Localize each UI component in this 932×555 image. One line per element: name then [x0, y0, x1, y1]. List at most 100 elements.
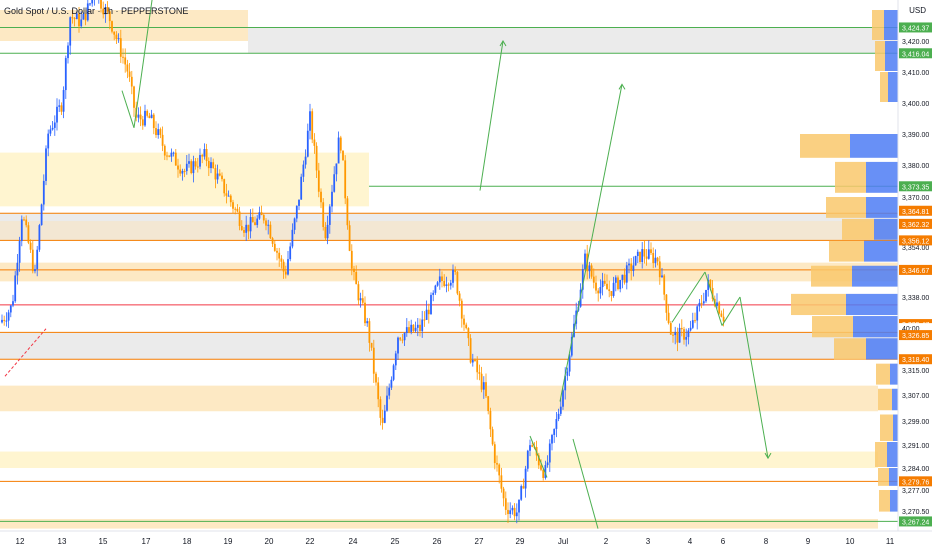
candle-body-171 — [377, 382, 379, 399]
zone-7 — [0, 332, 898, 359]
candle-body-220 — [485, 382, 487, 396]
candle-body-175 — [386, 396, 388, 411]
candle-body-136 — [300, 177, 302, 200]
trend-line-2 — [122, 91, 134, 128]
candle-body-271 — [597, 291, 599, 294]
candle-body-115 — [254, 222, 256, 225]
candle-body-229 — [505, 498, 507, 510]
candle-body-13 — [30, 243, 32, 250]
candle-body-56 — [124, 57, 126, 64]
candle-body-193 — [426, 310, 428, 320]
candle-body-290 — [639, 252, 641, 262]
candle-body-129 — [285, 272, 287, 275]
candle-body-180 — [397, 338, 399, 354]
candle-body-54 — [120, 38, 122, 57]
candle-body-270 — [595, 283, 597, 291]
candle-body-10 — [23, 219, 25, 220]
candle-body-212 — [468, 328, 470, 338]
candle-body-235 — [518, 500, 520, 513]
candle-body-22 — [50, 129, 52, 133]
candle-body-155 — [342, 151, 344, 161]
x-tick-2: 15 — [99, 537, 108, 546]
volume-profile-buy-6 — [811, 266, 852, 287]
candle-body-132 — [292, 230, 294, 247]
candle-body-116 — [256, 219, 258, 225]
candle-body-318 — [701, 303, 703, 304]
candle-body-118 — [261, 212, 263, 215]
candle-body-308 — [679, 328, 681, 343]
candle-body-26 — [58, 105, 60, 106]
candle-body-142 — [314, 140, 316, 146]
candle-body-211 — [465, 325, 467, 328]
volume-profile-sell-16 — [888, 72, 898, 102]
zone-2 — [248, 27, 898, 53]
y-tick-7: 3,338.00 — [902, 295, 929, 302]
volume-profile-sell-7 — [846, 294, 898, 315]
candle-body-218 — [481, 374, 483, 390]
volume-profile-sell-4 — [874, 219, 898, 240]
candle-body-303 — [668, 313, 670, 323]
candle-body-112 — [248, 225, 250, 231]
x-tick-13: Jul — [558, 537, 568, 546]
zone-5 — [0, 221, 898, 241]
volume-profile-sell-8 — [853, 316, 898, 337]
chart-title: Gold Spot / U.S. Dollar · 1h · PEPPERSTO… — [4, 6, 188, 16]
candle-body-59 — [131, 77, 133, 87]
candle-body-16 — [36, 250, 38, 269]
candle-body-201 — [443, 281, 445, 286]
volume-profile-sell-17 — [885, 41, 898, 71]
candle-body-2 — [6, 321, 8, 322]
candle-body-274 — [604, 281, 606, 284]
candle-body-101 — [223, 179, 225, 193]
candle-body-257 — [567, 372, 569, 376]
volume-profile-buy-14 — [878, 468, 889, 486]
volume-profile-buy-9 — [834, 338, 866, 359]
candle-body-241 — [531, 445, 533, 447]
candle-body-117 — [259, 212, 261, 218]
candle-body-99 — [219, 174, 221, 176]
candle-body-120 — [265, 220, 267, 225]
candle-body-119 — [263, 215, 265, 220]
candle-body-217 — [479, 372, 481, 374]
candle-body-240 — [529, 445, 531, 451]
candle-body-90 — [199, 155, 201, 167]
price-label-6: 3,346.67 — [902, 268, 929, 275]
volume-profile-buy-16 — [880, 72, 888, 102]
candle-body-32 — [72, 17, 74, 18]
x-tick-18: 8 — [764, 537, 769, 546]
candle-body-273 — [602, 281, 604, 287]
candle-body-282 — [622, 275, 624, 280]
x-tick-21: 11 — [886, 537, 895, 546]
candle-body-315 — [694, 320, 696, 321]
candle-body-131 — [289, 246, 291, 259]
candle-body-285 — [628, 264, 630, 266]
candle-body-127 — [281, 259, 283, 262]
candle-body-198 — [437, 282, 439, 285]
price-label-10: 3,318.40 — [902, 357, 929, 364]
x-tick-8: 24 — [349, 537, 358, 546]
candle-body-239 — [527, 451, 529, 469]
volume-profile-sell-1 — [850, 134, 898, 158]
x-tick-14: 2 — [604, 537, 609, 546]
candle-body-104 — [230, 196, 232, 203]
candle-body-25 — [56, 107, 58, 123]
candle-body-224 — [494, 444, 496, 463]
candle-body-92 — [204, 149, 206, 157]
volume-profile-sell-13 — [887, 442, 898, 467]
candle-body-4 — [10, 306, 12, 313]
candle-body-27 — [61, 105, 63, 111]
candle-body-77 — [171, 153, 173, 157]
candle-body-301 — [663, 275, 665, 294]
candle-body-147 — [325, 227, 327, 238]
candle-body-123 — [272, 238, 274, 244]
y-tick-11: 3,291.00 — [902, 443, 929, 450]
candle-body-248 — [547, 462, 549, 465]
candle-body-106 — [234, 209, 236, 210]
candle-body-52 — [116, 35, 118, 39]
x-tick-5: 19 — [224, 537, 233, 546]
candle-body-252 — [556, 419, 558, 429]
candle-body-190 — [419, 325, 421, 331]
candle-body-9 — [21, 219, 23, 241]
